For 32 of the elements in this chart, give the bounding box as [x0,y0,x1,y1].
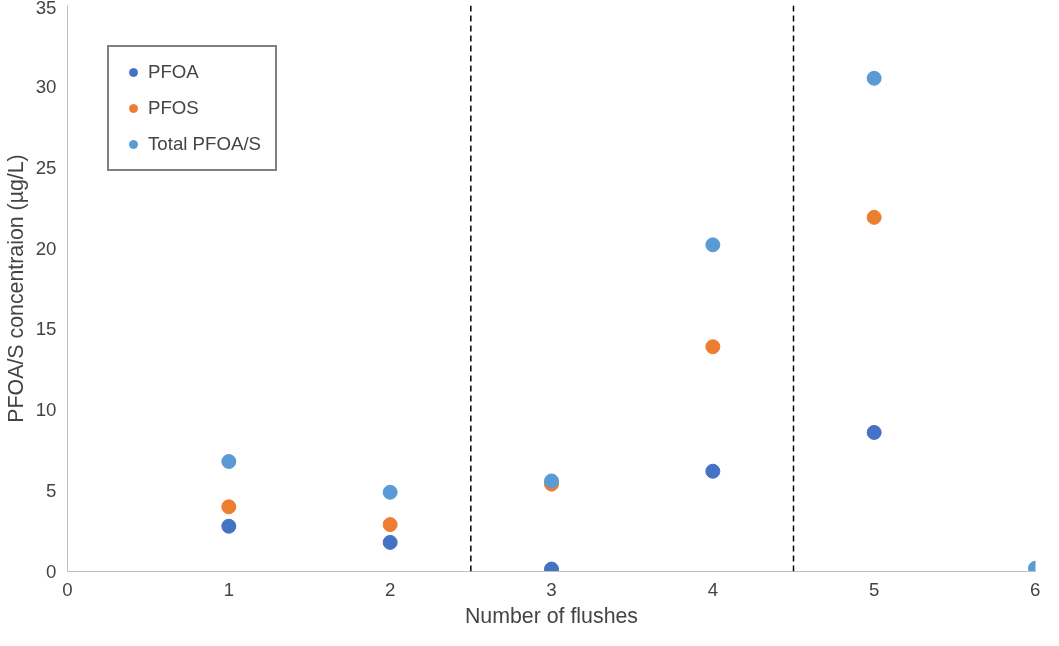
y-tick-label: 10 [35,399,57,421]
point [382,517,398,533]
x-tick-label: 5 [868,578,880,600]
y-tick-label: 35 [35,0,57,18]
x-tick-label: 3 [546,578,557,600]
point [705,237,721,253]
x-tick-label: 6 [1030,578,1041,600]
y-tick-label: 25 [35,156,57,178]
legend-label: PFOA [148,61,199,83]
y-tick-label: 30 [35,75,57,97]
point [221,454,237,470]
point [705,463,721,479]
point [221,499,237,515]
point [866,209,882,225]
y-tick-label: 15 [35,318,57,340]
point [866,424,882,440]
point [705,339,721,355]
point [382,484,398,500]
legend-label: PFOS [148,97,199,119]
y-tick-label: 0 [46,561,57,582]
point [866,70,882,86]
x-tick-label: 1 [223,578,235,600]
legend-label: Total PFOA/S [148,133,262,155]
x-tick-label: 2 [384,578,396,600]
x-tick-label: 4 [707,578,719,600]
point [221,518,237,534]
point [382,534,398,550]
y-tick-label: 5 [46,480,57,502]
y-axis-title: PFOA/S concentraion (µg/L) [3,154,28,423]
y-tick-label: 20 [35,237,57,259]
x-axis-title: Number of flushes [464,603,639,628]
x-tick-label: 0 [62,578,73,600]
